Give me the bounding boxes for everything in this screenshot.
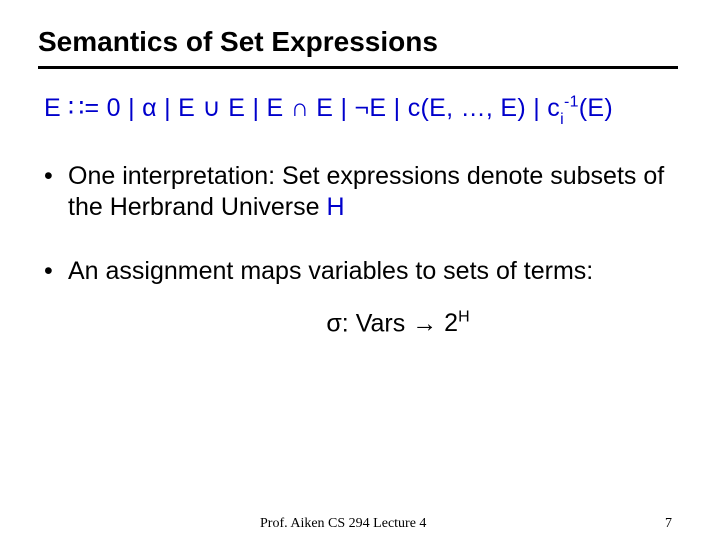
sup-H: H — [458, 309, 470, 326]
grammar-sep: | — [252, 94, 259, 122]
grammar-alt-3: E ∩ E — [267, 94, 334, 122]
bullet-1-text: One interpretation: Set expressions deno… — [68, 162, 664, 221]
footer-page-number: 7 — [665, 516, 672, 532]
assignment-line: σ: Vars → 2H — [148, 309, 648, 338]
grammar-alt-4: ¬E — [355, 94, 387, 122]
grammar-line: E ∷= 0 | α | E ∪ E | E ∩ E | ¬E | c(E, …… — [44, 93, 682, 127]
bullet-1: One interpretation: Set expressions deno… — [44, 161, 682, 224]
grammar-produces: ∷= — [68, 94, 99, 122]
grammar-sep: | — [128, 94, 135, 122]
grammar-sep: | — [533, 94, 540, 122]
herbrand-H: H — [326, 193, 344, 221]
colon: : — [342, 309, 349, 337]
title-rule — [38, 66, 678, 69]
grammar-alt-5: c(E, …, E) — [408, 94, 526, 122]
slide-title: Semantics of Set Expressions — [38, 26, 682, 58]
grammar-alt-6: ci-1(E) — [547, 94, 613, 122]
grammar-sep: | — [340, 94, 347, 122]
sigma: σ — [326, 309, 341, 337]
grammar-sep: | — [394, 94, 401, 122]
arrow: → — [412, 309, 437, 337]
two-to-H: 2H — [444, 309, 469, 337]
base-2: 2 — [444, 309, 458, 337]
ci-prefix: c — [547, 94, 560, 122]
grammar-alt-0: 0 — [107, 94, 121, 122]
ci-suffix: (E) — [579, 94, 613, 122]
grammar-sep: | — [164, 94, 171, 122]
ci-sup: -1 — [564, 94, 579, 111]
grammar-lhs: E — [44, 94, 61, 122]
grammar-alt-1: α — [142, 94, 157, 122]
ci-sub: i — [560, 111, 564, 128]
bullet-2-text: An assignment maps variables to sets of … — [68, 257, 593, 285]
footer-center: Prof. Aiken CS 294 Lecture 4 — [260, 516, 426, 532]
bullet-2: An assignment maps variables to sets of … — [44, 256, 682, 287]
slide: Semantics of Set Expressions E ∷= 0 | α … — [0, 0, 720, 540]
vars: Vars — [356, 309, 406, 337]
grammar-alt-2: E ∪ E — [178, 94, 245, 122]
